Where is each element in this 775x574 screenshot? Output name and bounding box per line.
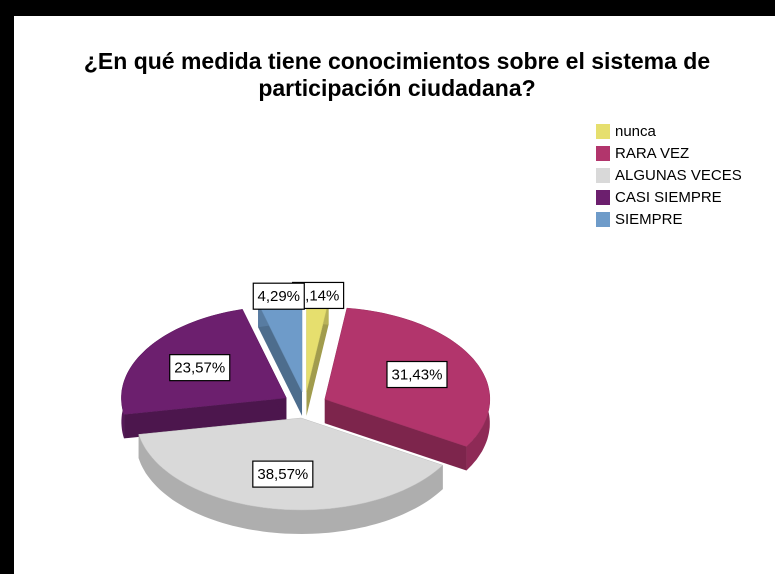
frame-top	[0, 0, 775, 16]
legend-swatch	[596, 168, 610, 183]
slice-wall	[258, 303, 303, 416]
data-label-box	[252, 460, 314, 488]
slice-wall	[124, 397, 287, 439]
legend-label: RARA VEZ	[615, 145, 689, 162]
data-label: 23,57%	[174, 360, 225, 377]
legend-swatch	[596, 146, 610, 161]
legend-label: nunca	[615, 123, 657, 140]
legend-label: ALGUNAS VECES	[615, 167, 742, 184]
data-label: 38,57%	[257, 466, 308, 483]
data-label: 4,29%	[257, 288, 300, 305]
chart-title: ¿En qué medida tiene conocimientos sobre…	[83, 48, 711, 101]
slice-wall	[306, 300, 329, 416]
legend-swatch	[596, 212, 610, 227]
slice-wall	[324, 399, 467, 471]
legend-swatch	[596, 190, 610, 205]
data-label: 31,43%	[392, 366, 443, 383]
legend-swatch	[596, 124, 610, 139]
data-label: 2,14%	[297, 287, 340, 304]
legend-label: SIEMPRE	[615, 211, 683, 228]
frame-left	[0, 0, 14, 574]
slice-side	[138, 434, 443, 534]
data-label-box	[386, 360, 448, 389]
data-label-box	[252, 282, 305, 310]
data-label-box	[169, 354, 231, 382]
legend-label: CASI SIEMPRE	[615, 189, 722, 206]
